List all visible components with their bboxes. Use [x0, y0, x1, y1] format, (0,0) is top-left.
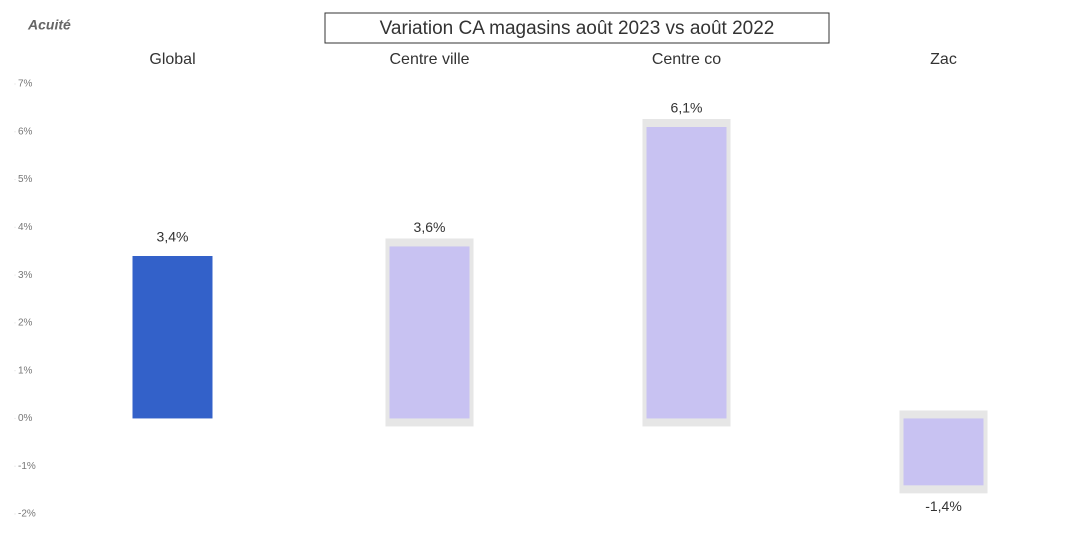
category-label: Centre ville	[389, 51, 469, 68]
title-box	[324, 12, 830, 44]
logo: Acuité	[27, 17, 71, 33]
y-tick-label: -1%	[18, 461, 36, 472]
y-tick-label: 6%	[18, 126, 33, 137]
y-tick-label: 4%	[18, 222, 33, 233]
y-tick-label: 7%	[18, 79, 33, 90]
bar	[646, 127, 727, 419]
category-label: Centre co	[652, 51, 721, 68]
bar	[903, 418, 984, 486]
category-label: Global	[149, 51, 195, 68]
y-tick-label: 0%	[18, 413, 33, 424]
y-tick-label: 3%	[18, 270, 33, 281]
value-label: -1,4%	[925, 498, 962, 514]
value-label: 3,4%	[157, 229, 189, 245]
y-tick-label: 1%	[18, 365, 33, 376]
category-label: Zac	[930, 51, 957, 68]
y-tick-label: 2%	[18, 318, 33, 329]
bar	[389, 246, 470, 419]
y-tick-label: 5%	[18, 174, 33, 185]
value-label: 3,6%	[414, 219, 446, 235]
bar	[132, 256, 213, 419]
chart-title: Variation CA magasins août 2023 vs août …	[380, 18, 775, 39]
y-tick-label: -2%	[18, 509, 36, 520]
value-label: 6,1%	[671, 100, 703, 116]
